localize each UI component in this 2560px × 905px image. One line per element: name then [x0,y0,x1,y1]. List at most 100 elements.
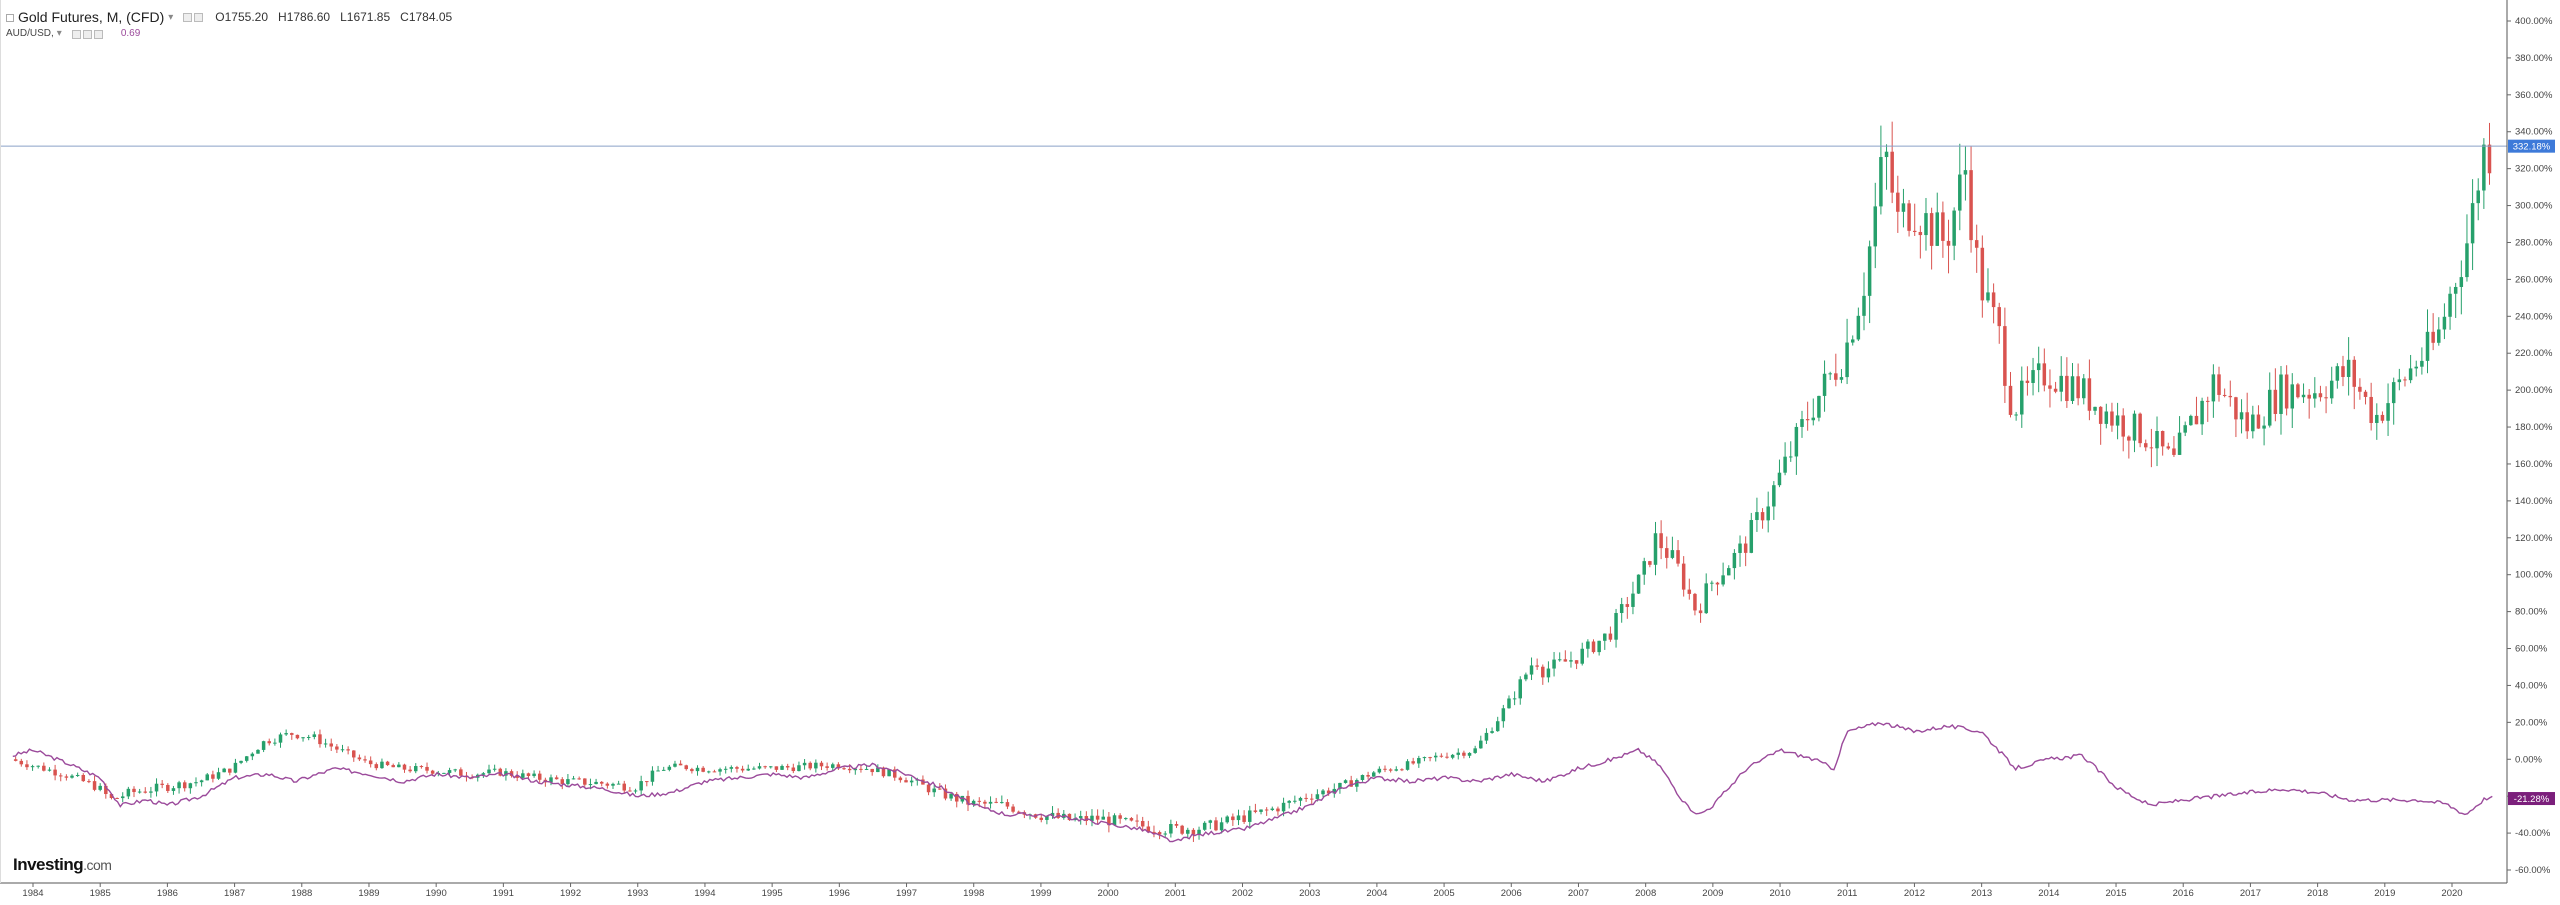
candle-up [1755,512,1759,521]
candle-down [847,768,852,771]
candle-up [2408,368,2413,381]
candle-up [1636,574,1641,594]
candle-up [1839,377,1844,380]
candle-up [36,765,40,767]
candle-down [1760,512,1765,521]
settings-icon[interactable] [183,13,193,22]
candle-up [1935,212,1939,246]
last-price-badge: 332.18% [2513,142,2551,153]
candle-up [2132,413,2137,441]
candle-up [2453,286,2458,294]
candle-up [1321,790,1325,795]
candle-up [2177,432,2182,455]
candle-down [842,768,846,770]
candle-up [1124,818,1128,820]
candle-down [115,798,119,800]
candle-up [1884,151,1889,158]
y-tick-label: 240.00% [2515,311,2553,322]
candle-down [825,766,829,768]
y-tick-label: 340.00% [2515,127,2553,138]
candle-down [1715,582,1720,585]
candle-up [1788,456,1793,458]
candle-down [2205,400,2210,402]
candle-down [109,794,114,799]
candle-down [2127,436,2131,441]
x-tick-label: 2012 [1904,888,1925,899]
candle-up [1794,426,1799,457]
candle-up [1529,665,1534,675]
candle-down [295,734,300,739]
candle-down [1681,563,1686,590]
candle-up [2465,243,2469,278]
x-tick-label: 1990 [426,888,447,899]
candle-down [1107,816,1111,826]
x-tick-label: 2008 [1635,888,1656,899]
candle-up [2420,360,2424,367]
low-readout: L1671.85 [340,10,391,24]
candle-up [752,768,756,770]
candle-down [954,793,959,802]
candle-up [1495,721,1500,732]
main-series-legend: Gold Futures, M, (CFD) ▾ O1755.20 H1786.… [6,9,462,26]
candle-down [836,764,841,769]
y-tick-label: 20.00% [2515,717,2548,728]
candle-down [2363,391,2368,397]
candle-up [673,763,677,767]
candle-down [1388,769,1393,771]
x-axis-tick-labels: 1984 1985 1986 1987 1988 1989 1990 1991 1992 1993… [22,888,2462,899]
candle-up [1817,395,1821,418]
candle-up [1845,342,1849,378]
candle-up [2262,425,2266,429]
y-tick-label: 180.00% [2515,422,2553,433]
candle-up [126,788,131,797]
settings-icon[interactable] [82,29,92,39]
candle-up [757,766,762,769]
candle-down [2065,375,2069,401]
candle-down [966,795,970,805]
candle-up [1202,822,1207,830]
close-icon[interactable] [194,13,204,22]
chevron-down-icon[interactable]: ▾ [56,28,62,39]
candle-up [2279,374,2283,414]
main-series-title[interactable]: Gold Futures, M, (CFD) [18,9,165,25]
candle-up [656,770,660,772]
candle-down [599,781,604,784]
candle-down [2228,395,2233,398]
candle-down [1462,752,1466,756]
candle-down [2166,446,2171,449]
candle-down [735,767,739,769]
chevron-down-icon[interactable]: ▾ [168,12,174,23]
candle-down [1890,151,1894,193]
candle-down [53,769,57,776]
candle-up [2470,203,2475,244]
candle-down [2431,331,2435,343]
compare-series-title[interactable]: AUD/USD, [6,28,54,39]
x-tick-label: 2009 [1702,888,1723,899]
candle-down [42,765,46,771]
candle-up [1394,769,1399,771]
candle-up [2425,331,2430,361]
candle-up [256,749,260,754]
candle-up [1248,810,1252,822]
candle-up [1405,761,1410,770]
candle-up [2375,414,2379,423]
candle-down [352,750,356,758]
candle-down [290,733,294,735]
candle-up [2290,384,2295,409]
eye-icon[interactable] [71,29,81,39]
close-icon[interactable] [93,29,103,39]
candle-down [64,776,69,778]
candle-down [2234,397,2238,420]
candle-down [1541,666,1545,678]
candle-down [132,788,136,793]
candle-up [154,783,159,792]
candle-up [2476,190,2480,204]
candle-down [2217,374,2221,395]
collapse-icon[interactable] [6,13,14,22]
y-tick-label: 120.00% [2515,533,2553,544]
x-tick-label: 1989 [358,888,379,899]
candle-down [943,788,948,799]
candle-up [718,769,722,772]
candle-down [1912,230,1917,232]
